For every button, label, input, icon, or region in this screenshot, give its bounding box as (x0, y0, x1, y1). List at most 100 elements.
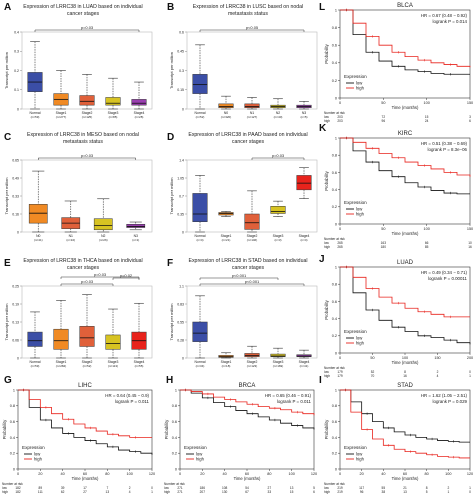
panel-letter-H: H (166, 375, 173, 386)
risk-value: 70 (371, 374, 375, 378)
risk-value: 66 (425, 241, 429, 245)
box-stage4: Stage4(n=55) (131, 302, 147, 368)
y-tick-label: 0 (17, 107, 19, 111)
x-tick-label: Stage1 (221, 360, 232, 364)
x-tick-count: (n=4) (300, 238, 307, 242)
risk-row-name: low (324, 241, 329, 245)
y-tick-label: 0.4 (332, 436, 337, 440)
y-tick-label: 0.2 (332, 79, 337, 83)
risk-value: 179 (337, 370, 343, 374)
x-tick-label: Stage2 (247, 360, 258, 364)
y-tick-label: 0.6 (332, 420, 337, 424)
x-tick-label: 60 (403, 472, 407, 476)
x-tick-count: (n=169) (273, 364, 283, 368)
box-n2: N2(n=40) (270, 98, 286, 119)
risk-value: 2 (437, 370, 439, 374)
box-panel-B: Expression of LRRC38 in LUSC based on no… (169, 4, 318, 119)
risk-value: 15 (290, 490, 294, 494)
box-normal: Normal(n=59) (27, 311, 43, 368)
risk-row-name: high (324, 490, 330, 494)
risk-value: 203 (337, 119, 343, 123)
x-tick-label: Stage1 (56, 360, 67, 364)
significance-bracket: p=0.03 (60, 279, 114, 286)
y-tick-label: 0.6 (172, 420, 177, 424)
risk-value: 265 (337, 245, 343, 249)
risk-value: 117 (359, 486, 364, 490)
risk-value: 62 (61, 490, 65, 494)
x-tick-count: (n=1) (132, 238, 139, 242)
significance-bracket: p=0.03 (38, 153, 136, 160)
x-tick-count: (n=127) (247, 115, 257, 119)
box-panel-A: Expression of LRRC38 in LUAD based on in… (4, 4, 153, 119)
legend-title: Expression (344, 329, 367, 334)
risk-value: 2 (129, 486, 131, 490)
y-axis-label: Transcript per million (169, 178, 174, 215)
y-tick-label: 1 (335, 265, 337, 269)
risk-value: 1 (151, 490, 153, 494)
bracket-line (251, 157, 305, 160)
risk-value: 1 (447, 490, 449, 494)
risk-value: 27 (268, 486, 272, 490)
y-tick-label: 0.83 (177, 302, 184, 306)
p-value-label: p<0.05 (246, 25, 259, 30)
box-body (296, 175, 312, 191)
x-tick-count: (n=146) (247, 238, 257, 242)
y-tick-label: 0.6 (332, 44, 337, 48)
x-axis-label: Time (months) (392, 231, 419, 236)
x-tick-count: (n=4) (196, 238, 203, 242)
km-curve-low (180, 389, 315, 430)
y-tick-label: 0 (175, 467, 177, 471)
box-body (105, 97, 121, 106)
legend-label-high: high (356, 212, 365, 217)
x-tick-label: Stage4 (299, 360, 310, 364)
x-tick-count: (n=113) (108, 364, 118, 368)
x-tick-label: 0 (339, 356, 341, 360)
risk-row-name: high (324, 245, 330, 249)
p-value-label: p=0.03 (81, 153, 94, 158)
risk-value: 17 (83, 486, 87, 490)
risk-value: 108 (222, 486, 228, 490)
risk-table-label: Number at risk (164, 482, 185, 486)
hazard-ratio-label: HR = 0.51 (0.38 − 0.69) (421, 141, 468, 146)
box-body (192, 193, 208, 222)
y-tick-label: 0 (335, 467, 337, 471)
km-curve-high (18, 389, 152, 438)
risk-value: 96 (360, 490, 364, 494)
hazard-ratio-label: HR = 0.67 (0.48 − 0.92) (421, 13, 468, 18)
box-body (28, 204, 48, 224)
x-tick-label: 100 (445, 472, 451, 476)
p-value-label: p=0.03 (81, 279, 94, 284)
y-tick-label: 0.8 (332, 404, 337, 408)
km-curve-low (340, 137, 470, 195)
box-body (105, 334, 121, 350)
y-axis-label: Probability (324, 170, 329, 190)
y-tick-label: 0.8 (172, 404, 177, 408)
x-tick-label: 0 (339, 101, 341, 105)
risk-value: 182 (15, 490, 21, 494)
x-tick-label: N1 (69, 234, 73, 238)
risk-value: 24 (425, 119, 429, 123)
x-tick-count: (n=277) (56, 115, 66, 119)
km-panel-H: BRCA 0 0.2 0.4 0.6 0.8 1 0 20 40 60 80 100 120 Time (m… (164, 383, 317, 494)
box-panel-C: Expression of LRRC38 in MESO based on no… (4, 132, 153, 242)
x-tick-count: (n=10) (66, 238, 75, 242)
logrank-p-label: logrank P = 8.3e−06 (428, 147, 468, 152)
x-tick-label: 120 (149, 472, 155, 476)
x-axis-label: Time (months) (234, 476, 261, 481)
y-tick-label: 0.2 (172, 452, 177, 456)
y-tick-label: 0.2 (332, 205, 337, 209)
legend-title: Expression (22, 445, 45, 450)
bracket-line (112, 277, 140, 280)
box-stage2: Stage2(n=52) (79, 294, 95, 368)
chart-title-line: Expression of LRRC38 in LUSC based on no… (193, 4, 303, 10)
bracket-line (60, 276, 140, 279)
box-normal: Normal(n=4) (192, 175, 208, 242)
x-tick-label: Normal (195, 234, 206, 238)
y-tick-label: 0.25 (12, 284, 19, 288)
x-tick-label: 100 (423, 227, 429, 231)
